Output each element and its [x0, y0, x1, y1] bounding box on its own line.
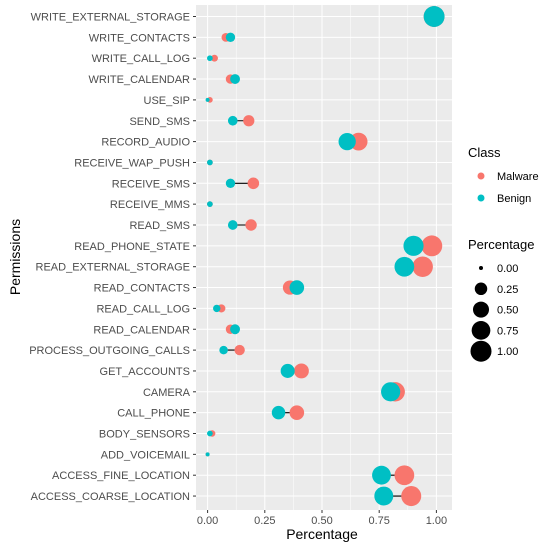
- point-benign: [280, 363, 295, 378]
- point-benign: [207, 55, 213, 62]
- point-malware: [234, 344, 245, 356]
- point-benign: [225, 32, 236, 43]
- point-malware: [210, 54, 218, 62]
- legend-label-malware: Malware: [497, 171, 539, 183]
- y-tick-label: RECEIVE_MMS: [110, 199, 190, 211]
- y-tick-label: READ_SMS: [129, 220, 190, 232]
- y-tick-label: SEND_SMS: [129, 116, 190, 128]
- legend-size-keys: 0.00 0.25 0.50 0.75 1.00: [470, 263, 518, 362]
- point-malware: [412, 256, 433, 277]
- point-benign: [338, 132, 356, 151]
- y-tick-label: READ_EXTERNAL_STORAGE: [36, 262, 190, 274]
- y-tick-label: READ_PHONE_STATE: [74, 241, 190, 253]
- legend-key-malware: [477, 172, 485, 180]
- point-benign: [207, 430, 213, 437]
- point-benign: [205, 452, 210, 457]
- legend-size-label: 0.50: [497, 305, 518, 317]
- y-tick-label: RECEIVE_SMS: [112, 178, 190, 190]
- plot-panel: [196, 5, 452, 510]
- y-tick-label: BODY_SENSORS: [99, 429, 190, 441]
- point-benign: [207, 201, 213, 207]
- x-tick-label: 0.75: [368, 515, 389, 527]
- point-benign: [394, 256, 415, 277]
- legend-size-label: 0.00: [497, 263, 518, 275]
- point-benign: [271, 405, 286, 420]
- legend-size-key: [471, 321, 491, 340]
- y-tick-label: CAMERA: [143, 387, 191, 399]
- y-tick-label: ADD_VOICEMAIL: [101, 449, 190, 461]
- point-benign: [205, 97, 210, 102]
- point-benign: [219, 345, 228, 355]
- point-benign: [374, 486, 394, 506]
- point-benign: [230, 324, 241, 335]
- y-tick-label: GET_ACCOUNTS: [100, 366, 190, 378]
- legend-size-key: [470, 340, 492, 362]
- point-malware: [247, 177, 260, 190]
- y-tick-label: ACCESS_COARSE_LOCATION: [31, 491, 190, 503]
- x-tick-label: 0.25: [254, 515, 275, 527]
- point-malware: [245, 219, 257, 231]
- x-axis-title: Percentage: [286, 526, 358, 542]
- point-benign: [207, 159, 213, 166]
- point-benign: [403, 235, 424, 256]
- legend-label-benign: Benign: [497, 193, 531, 205]
- legend-size-title: Percentage: [468, 237, 535, 252]
- y-tick-label: WRITE_EXTERNAL_STORAGE: [31, 12, 190, 24]
- y-tick-label: WRITE_CALL_LOG: [92, 53, 190, 65]
- point-benign: [423, 6, 445, 27]
- point-benign: [289, 280, 305, 295]
- y-tick-label: WRITE_CONTACTS: [89, 32, 190, 44]
- y-axis-title: Permissions: [7, 219, 23, 295]
- y-tick-label: ACCESS_FINE_LOCATION: [52, 470, 190, 482]
- legend-class-title: Class: [468, 145, 501, 160]
- y-tick-label: READ_CALL_LOG: [96, 303, 190, 315]
- y-tick-labels: WRITE_EXTERNAL_STORAGE WRITE_CONTACTS WRIT…: [29, 12, 196, 503]
- y-tick-label: RECORD_AUDIO: [101, 137, 190, 149]
- point-malware: [394, 465, 415, 486]
- point-malware: [289, 405, 305, 420]
- legend-size-key: [479, 266, 483, 270]
- point-benign: [225, 178, 236, 188]
- point-malware: [243, 115, 255, 127]
- legend-size-label: 1.00: [497, 346, 518, 358]
- x-tick-labels: 0.00 0.25 0.50 0.75 1.00: [197, 510, 447, 527]
- legend-size-label: 0.75: [497, 325, 518, 337]
- point-benign: [213, 304, 221, 313]
- y-tick-label: READ_CALENDAR: [93, 324, 190, 336]
- legend-size-label: 0.25: [497, 284, 518, 296]
- data-points: [205, 6, 445, 507]
- legend-size-key: [472, 301, 490, 318]
- y-tick-label: CALL_PHONE: [117, 408, 190, 420]
- y-tick-label: PROCESS_OUTGOING_CALLS: [29, 345, 190, 357]
- legend-size-key: [474, 282, 488, 296]
- y-tick-label: RECEIVE_WAP_PUSH: [74, 157, 190, 169]
- point-benign: [381, 382, 401, 402]
- legend-key-benign: [477, 194, 485, 202]
- y-tick-label: READ_CONTACTS: [94, 283, 190, 295]
- x-tick-label: 1.00: [426, 515, 447, 527]
- point-malware: [401, 486, 422, 507]
- x-tick-label: 0.50: [311, 515, 332, 527]
- legend: Class Malware Benign Percentage 0.00 0.25…: [468, 145, 539, 362]
- point-benign: [230, 74, 241, 84]
- y-tick-label: WRITE_CALENDAR: [89, 74, 191, 86]
- grid-lines: [196, 5, 452, 510]
- point-malware: [293, 363, 309, 379]
- x-tick-label: 0.00: [197, 515, 218, 527]
- point-benign: [227, 220, 238, 230]
- point-benign: [227, 115, 238, 126]
- point-malware: [421, 235, 443, 257]
- point-benign: [372, 465, 391, 485]
- y-tick-label: USE_SIP: [144, 95, 190, 107]
